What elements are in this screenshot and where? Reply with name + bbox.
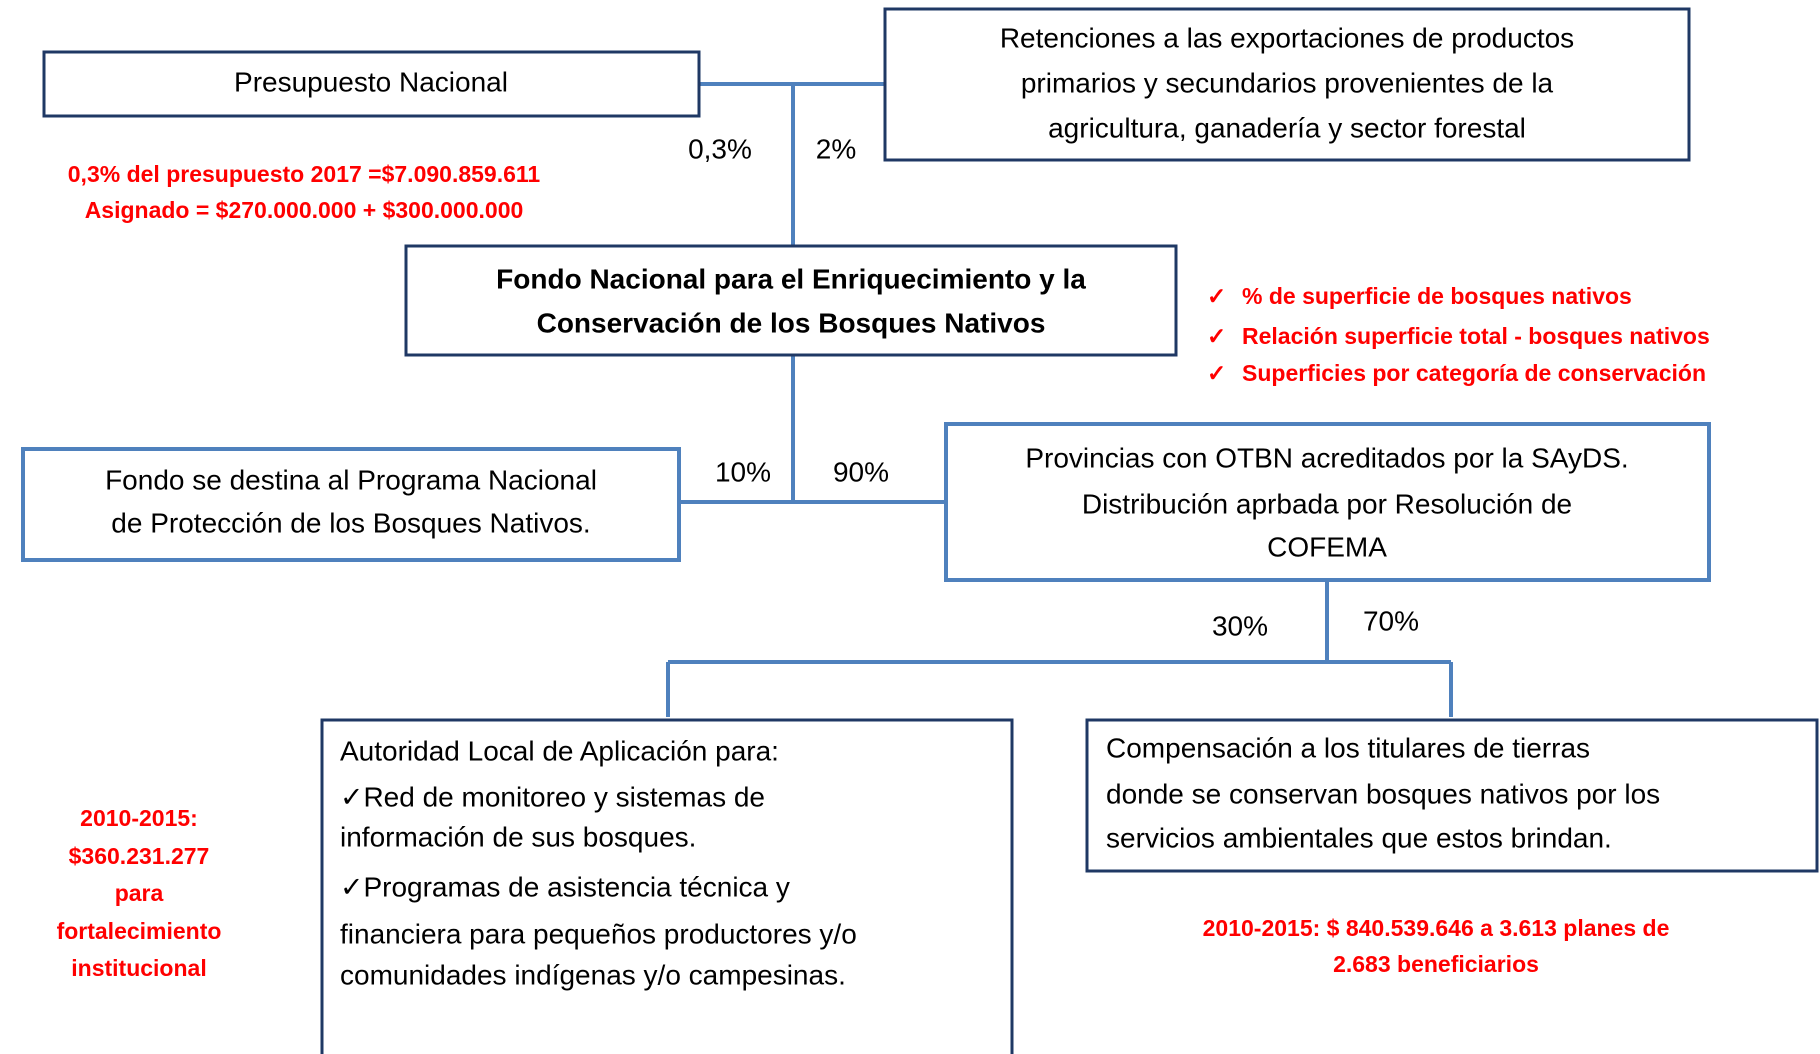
annotation: Asignado = $270.000.000 + $300.000.000 bbox=[85, 197, 524, 223]
node-text: primarios y secundarios provenientes de … bbox=[1021, 67, 1554, 98]
node-text: información de sus bosques. bbox=[340, 821, 696, 852]
node-text: Distribución aprbada por Resolución de bbox=[1082, 488, 1572, 519]
node-text: Fondo Nacional para el Enriquecimiento y… bbox=[496, 263, 1086, 294]
node-text: comunidades indígenas y/o campesinas. bbox=[340, 959, 846, 990]
box bbox=[883, 7, 1691, 162]
box bbox=[320, 718, 1014, 1054]
check-icon: ✓ bbox=[1207, 360, 1226, 386]
edge-label: 30% bbox=[1212, 610, 1268, 641]
annotation: 0,3% del presupuesto 2017 =$7.090.859.61… bbox=[68, 161, 541, 187]
node-text: COFEMA bbox=[1267, 531, 1387, 562]
box bbox=[944, 422, 1711, 582]
node-text: ✓Programas de asistencia técnica y bbox=[340, 871, 790, 902]
node-text: Fondo se destina al Programa Nacional bbox=[105, 464, 597, 495]
check-icon: ✓ bbox=[1207, 323, 1226, 349]
box bbox=[42, 50, 701, 118]
annotation: institucional bbox=[71, 955, 206, 981]
annotation: Superficies por categoría de conservació… bbox=[1242, 360, 1706, 386]
connector bbox=[666, 82, 1453, 717]
edge-label: 10% bbox=[715, 456, 771, 487]
annotation: % de superficie de bosques nativos bbox=[1242, 283, 1632, 309]
node-text: Autoridad Local de Aplicación para: bbox=[340, 735, 779, 766]
node-text: Compensación a los titulares de tierras bbox=[1106, 732, 1590, 763]
node-text: servicios ambientales que estos brindan. bbox=[1106, 822, 1612, 853]
edge-label: 70% bbox=[1363, 605, 1419, 636]
node-text: agricultura, ganadería y sector forestal bbox=[1048, 112, 1526, 143]
node-text: financiera para pequeños productores y/o bbox=[340, 918, 857, 949]
annotation: fortalecimiento bbox=[57, 918, 222, 944]
box bbox=[21, 447, 681, 562]
annotation: para bbox=[115, 880, 164, 906]
edge-label: 2% bbox=[816, 133, 856, 164]
node-text: Provincias con OTBN acreditados por la S… bbox=[1025, 442, 1628, 473]
node-text: de Protección de los Bosques Nativos. bbox=[111, 507, 590, 538]
annotation: 2.683 beneficiarios bbox=[1333, 951, 1539, 977]
node-text: Presupuesto Nacional bbox=[234, 66, 508, 97]
connectors bbox=[666, 82, 1453, 717]
annotation: 2010-2015: $ 840.539.646 a 3.613 planes … bbox=[1203, 915, 1670, 941]
node-text: Conservación de los Bosques Nativos bbox=[537, 307, 1046, 338]
edge-label: 90% bbox=[833, 456, 889, 487]
box bbox=[1085, 718, 1819, 873]
edge-label: 0,3% bbox=[688, 133, 752, 164]
check-icon: ✓ bbox=[1207, 283, 1226, 309]
criteria-list: ✓ ✓ ✓ % de superficie de bosques nativos… bbox=[1207, 283, 1710, 386]
node-text: donde se conservan bosques nativos por l… bbox=[1106, 778, 1660, 809]
node-text: ✓Red de monitoreo y sistemas de bbox=[340, 781, 765, 812]
node-text: Retenciones a las exportaciones de produ… bbox=[1000, 22, 1574, 53]
annotation: Relación superficie total - bosques nati… bbox=[1242, 323, 1710, 349]
box bbox=[404, 244, 1178, 357]
annotation: $360.231.277 bbox=[69, 843, 210, 869]
annotation: 2010-2015: bbox=[80, 805, 198, 831]
